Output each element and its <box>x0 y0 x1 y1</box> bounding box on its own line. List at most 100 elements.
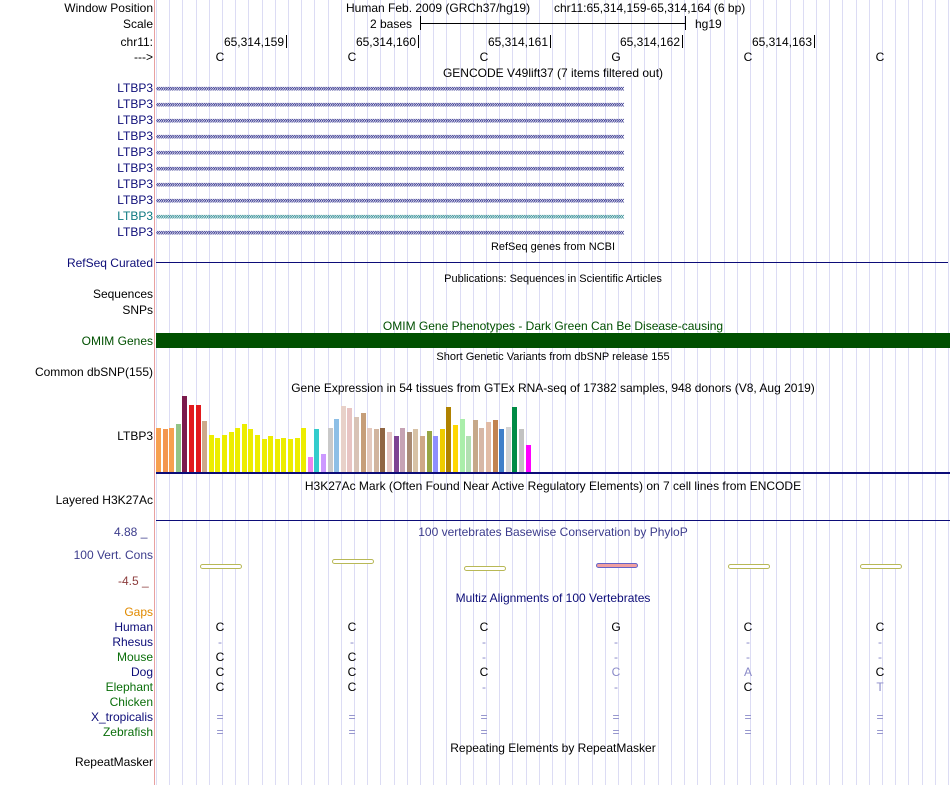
gtex-tissue-bar[interactable] <box>314 429 320 472</box>
gtex-tissue-bar[interactable] <box>208 435 214 472</box>
gtex-tissue-bar[interactable] <box>222 435 227 472</box>
gtex-tissue-bar[interactable] <box>274 439 280 472</box>
gtex-tissue-bar[interactable] <box>446 407 452 472</box>
multiz-species-label[interactable]: X_tropicalis <box>90 710 153 724</box>
gtex-tissue-bar[interactable] <box>413 429 419 472</box>
gtex-tissue-bar[interactable] <box>195 405 201 472</box>
phylop-score[interactable] <box>332 559 374 565</box>
gtex-tissue-bar[interactable] <box>189 405 194 472</box>
multiz-species-label[interactable]: Chicken <box>109 695 153 709</box>
gencode-item-label[interactable]: LTBP3 <box>117 113 153 127</box>
gtex-tissue-bar[interactable] <box>439 429 445 472</box>
gencode-item-label[interactable]: LTBP3 <box>117 81 153 95</box>
gencode-item-label[interactable]: LTBP3 <box>117 177 153 191</box>
gtex-tissue-bar[interactable] <box>281 438 287 472</box>
gtex-tissue-bar[interactable] <box>268 436 274 472</box>
pubs-snps-label[interactable]: SNPs <box>122 303 153 317</box>
gtex-tissue-bar[interactable] <box>248 429 254 472</box>
gtex-tissue-bar[interactable] <box>202 421 208 472</box>
gtex-tissue-bar[interactable] <box>486 422 491 472</box>
multiz-species-label[interactable]: Elephant <box>105 680 153 694</box>
refseq-title[interactable]: RefSeq genes from NCBI <box>490 241 616 253</box>
multiz-species-label[interactable]: Mouse <box>116 650 153 664</box>
gencode-item-label[interactable]: LTBP3 <box>117 225 153 239</box>
gtex-tissue-bar[interactable] <box>235 428 241 472</box>
dbsnp-title[interactable]: Short Genetic Variants from dbSNP releas… <box>436 351 670 363</box>
omim-title[interactable]: OMIM Gene Phenotypes - Dark Green Can Be… <box>382 319 724 333</box>
gtex-tissue-bar[interactable] <box>512 407 518 472</box>
gtex-tissue-bar[interactable] <box>426 431 432 472</box>
repeatmasker-title[interactable]: Repeating Elements by RepeatMasker <box>450 741 656 755</box>
gtex-title[interactable]: Gene Expression in 54 tissues from GTEx … <box>291 381 815 395</box>
gtex-tissue-bar[interactable] <box>459 419 465 472</box>
phylop-score[interactable] <box>596 563 638 569</box>
gencode-transcript[interactable]: ‹‹‹‹‹‹‹‹‹‹‹‹‹‹‹‹‹‹‹‹‹‹‹‹‹‹‹‹‹‹‹‹‹‹‹‹‹‹‹‹… <box>156 179 624 189</box>
multiz-title[interactable]: Multiz Alignments of 100 Vertebrates <box>455 591 651 605</box>
gtex-tissue-bar[interactable] <box>387 432 392 472</box>
gencode-transcript[interactable]: ‹‹‹‹‹‹‹‹‹‹‹‹‹‹‹‹‹‹‹‹‹‹‹‹‹‹‹‹‹‹‹‹‹‹‹‹‹‹‹‹… <box>156 131 624 141</box>
gtex-tissue-bar[interactable] <box>380 428 386 472</box>
multiz-species-label[interactable]: Human <box>114 620 153 634</box>
gtex-tissue-bar[interactable] <box>162 429 168 472</box>
gencode-item-label[interactable]: LTBP3 <box>117 209 153 223</box>
gencode-transcript[interactable]: ‹‹‹‹‹‹‹‹‹‹‹‹‹‹‹‹‹‹‹‹‹‹‹‹‹‹‹‹‹‹‹‹‹‹‹‹‹‹‹‹… <box>156 99 624 109</box>
gtex-tissue-bar[interactable] <box>288 439 293 472</box>
gtex-tissue-bar[interactable] <box>519 429 524 472</box>
gtex-tissue-bar[interactable] <box>499 429 505 472</box>
multiz-species-label[interactable]: Zebrafish <box>102 725 153 739</box>
position-readout[interactable]: chr11:65,314,159-65,314,164 (6 bp) <box>554 1 746 15</box>
phylop-score[interactable] <box>860 564 902 569</box>
gtex-tissue-bar[interactable] <box>241 424 247 472</box>
gtex-tissue-bar[interactable] <box>505 427 511 472</box>
pubs-sequences-label[interactable]: Sequences <box>92 287 153 301</box>
gtex-tissue-bar[interactable] <box>255 435 260 472</box>
gtex-tissue-bar[interactable] <box>347 408 353 472</box>
gtex-bar-chart[interactable] <box>156 396 536 472</box>
phylop-score[interactable] <box>464 565 506 571</box>
gencode-transcript[interactable]: ‹‹‹‹‹‹‹‹‹‹‹‹‹‹‹‹‹‹‹‹‹‹‹‹‹‹‹‹‹‹‹‹‹‹‹‹‹‹‹‹… <box>156 227 624 237</box>
gtex-tissue-bar[interactable] <box>307 457 313 472</box>
gtex-tissue-bar[interactable] <box>367 428 373 472</box>
gencode-title[interactable]: GENCODE V49lift37 (7 items filtered out) <box>442 66 664 80</box>
gtex-tissue-bar[interactable] <box>453 425 458 472</box>
phylop-score[interactable] <box>200 564 242 569</box>
pubs-title[interactable]: Publications: Sequences in Scientific Ar… <box>444 273 662 285</box>
gtex-tissue-bar[interactable] <box>492 420 498 472</box>
gtex-tissue-bar[interactable] <box>327 428 333 472</box>
gtex-tissue-bar[interactable] <box>466 436 472 472</box>
gtex-tissue-bar[interactable] <box>301 428 307 472</box>
multiz-species-label[interactable]: Dog <box>130 665 153 679</box>
repeatmasker-label[interactable]: RepeatMasker <box>74 755 153 769</box>
gtex-tissue-bar[interactable] <box>182 396 188 472</box>
gtex-tissue-bar[interactable] <box>334 419 340 472</box>
refseq-label[interactable]: RefSeq Curated <box>66 256 153 270</box>
gtex-tissue-bar[interactable] <box>340 406 346 472</box>
gtex-tissue-bar[interactable] <box>479 428 485 472</box>
gencode-transcript[interactable]: ‹‹‹‹‹‹‹‹‹‹‹‹‹‹‹‹‹‹‹‹‹‹‹‹‹‹‹‹‹‹‹‹‹‹‹‹‹‹‹‹… <box>156 195 624 205</box>
h3k27ac-label[interactable]: Layered H3K27Ac <box>55 493 153 507</box>
gencode-item-label[interactable]: LTBP3 <box>117 97 153 111</box>
gencode-transcript[interactable]: ‹‹‹‹‹‹‹‹‹‹‹‹‹‹‹‹‹‹‹‹‹‹‹‹‹‹‹‹‹‹‹‹‹‹‹‹‹‹‹‹… <box>156 83 624 93</box>
gtex-tissue-bar[interactable] <box>472 420 478 472</box>
gencode-item-label[interactable]: LTBP3 <box>117 129 153 143</box>
gencode-item-label[interactable]: LTBP3 <box>117 161 153 175</box>
omim-bar[interactable] <box>156 333 950 348</box>
gtex-tissue-bar[interactable] <box>261 439 267 472</box>
gtex-tissue-bar[interactable] <box>321 454 326 472</box>
dbsnp-label[interactable]: Common dbSNP(155) <box>34 365 153 379</box>
gtex-tissue-bar[interactable] <box>433 436 439 472</box>
refseq-gene-line[interactable] <box>156 262 948 263</box>
gtex-tissue-bar[interactable] <box>215 438 221 472</box>
gtex-tissue-bar[interactable] <box>175 424 181 472</box>
gencode-item-label[interactable]: LTBP3 <box>117 145 153 159</box>
gencode-transcript[interactable]: ‹‹‹‹‹‹‹‹‹‹‹‹‹‹‹‹‹‹‹‹‹‹‹‹‹‹‹‹‹‹‹‹‹‹‹‹‹‹‹‹… <box>156 211 624 221</box>
gtex-tissue-bar[interactable] <box>393 436 399 472</box>
gtex-tissue-bar[interactable] <box>228 432 234 472</box>
gencode-transcript[interactable]: ‹‹‹‹‹‹‹‹‹‹‹‹‹‹‹‹‹‹‹‹‹‹‹‹‹‹‹‹‹‹‹‹‹‹‹‹‹‹‹‹… <box>156 147 624 157</box>
gtex-tissue-bar[interactable] <box>400 428 406 472</box>
gtex-label[interactable]: LTBP3 <box>117 429 153 443</box>
h3k27ac-title[interactable]: H3K27Ac Mark (Often Found Near Active Re… <box>304 479 802 493</box>
gencode-transcript[interactable]: ‹‹‹‹‹‹‹‹‹‹‹‹‹‹‹‹‹‹‹‹‹‹‹‹‹‹‹‹‹‹‹‹‹‹‹‹‹‹‹‹… <box>156 163 624 173</box>
gtex-tissue-bar[interactable] <box>360 413 366 472</box>
gtex-tissue-bar[interactable] <box>169 428 175 472</box>
